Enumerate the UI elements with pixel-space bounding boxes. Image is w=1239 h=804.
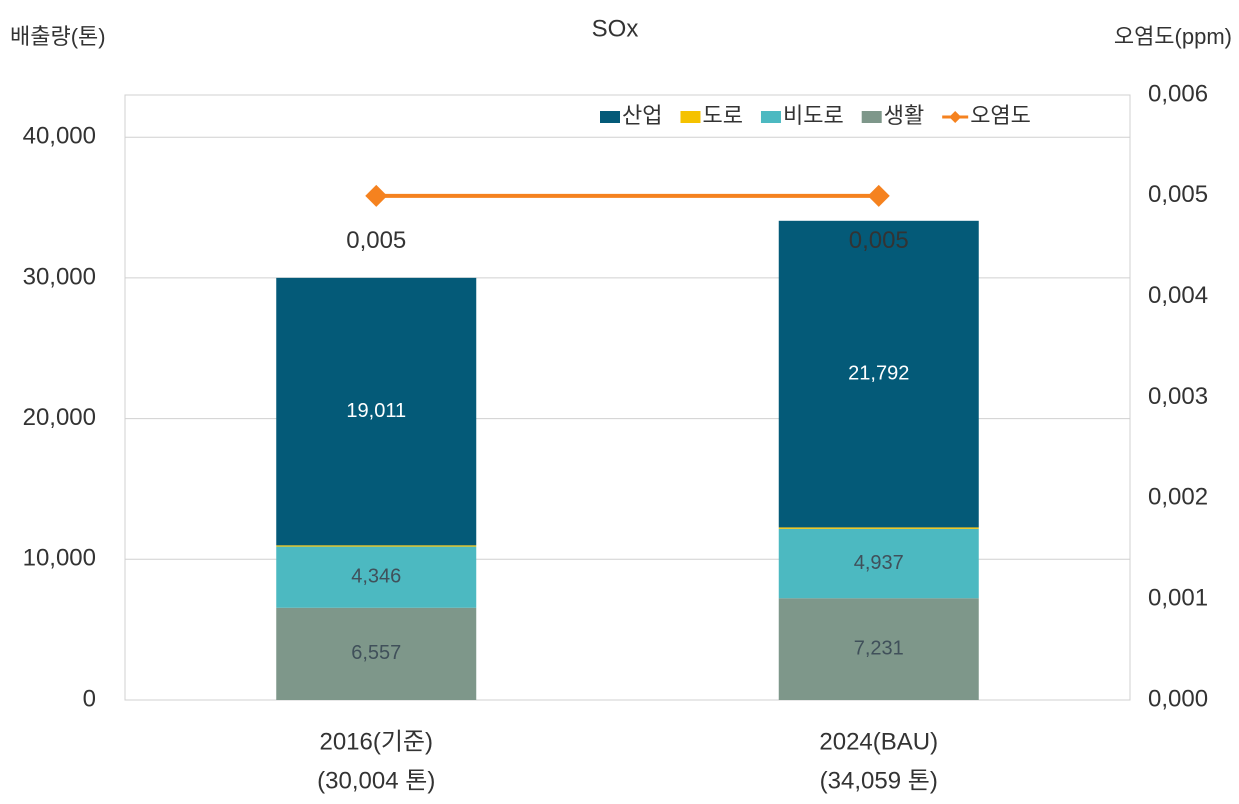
x-tick-sublabel: (30,004 톤) (317, 767, 435, 794)
bar-segment (276, 277, 477, 546)
legend-label: 도로 (702, 103, 742, 128)
data-label: 4,937 (854, 552, 904, 574)
bar-segment (276, 546, 477, 608)
bar-segment (778, 527, 979, 529)
line-data-label: 0,005 (849, 227, 909, 254)
y2-tick-label: 0,005 (1148, 181, 1208, 208)
y-tick-label: 0 (83, 685, 96, 712)
chart-title: SOx (592, 15, 639, 42)
x-tick-label: 2024(BAU) (819, 728, 938, 755)
y-tick-label: 10,000 (23, 545, 96, 572)
plot-area (124, 94, 1131, 701)
legend-label: 오염도 (970, 103, 1031, 128)
legend-label: 산업 (622, 103, 662, 128)
bar-segment (778, 598, 979, 700)
legend-swatch (760, 111, 781, 123)
y2-tick-label: 0,003 (1148, 383, 1208, 410)
legend-swatch (680, 111, 701, 123)
legend-swatch (949, 111, 962, 123)
bar-segment (276, 545, 477, 547)
y-tick-label: 30,000 (23, 263, 96, 290)
y2-tick-label: 0,001 (1148, 585, 1208, 612)
y-tick-label: 40,000 (23, 123, 96, 150)
bar-segment (276, 607, 477, 700)
legend-swatch (600, 111, 620, 123)
y2-tick-label: 0,004 (1148, 282, 1208, 309)
y2-axis-title: 오염도(ppm) (1114, 24, 1232, 49)
x-tick-sublabel: (34,059 톤) (820, 767, 938, 794)
y-tick-label: 20,000 (23, 404, 96, 431)
data-label: 21,792 (848, 362, 909, 384)
legend-label: 생활 (884, 103, 924, 128)
line-data-label: 0,005 (346, 227, 406, 254)
y2-tick-label: 0,002 (1148, 484, 1208, 511)
y2-tick-label: 0,006 (1148, 80, 1208, 107)
x-tick-label: 2016(기준) (319, 728, 433, 755)
data-label: 6,557 (351, 642, 401, 664)
line-marker (867, 184, 890, 207)
bar-segment (778, 528, 979, 599)
y-axis-title: 배출량(톤) (10, 24, 106, 49)
line-marker (365, 184, 388, 207)
legend-swatch (861, 111, 882, 123)
data-label: 19,011 (346, 400, 406, 422)
data-label: 7,231 (854, 637, 904, 659)
data-label: 4,346 (351, 565, 401, 587)
y2-tick-label: 0,000 (1148, 685, 1208, 712)
legend-label: 비도로 (783, 103, 844, 128)
bar-segment (778, 220, 979, 528)
